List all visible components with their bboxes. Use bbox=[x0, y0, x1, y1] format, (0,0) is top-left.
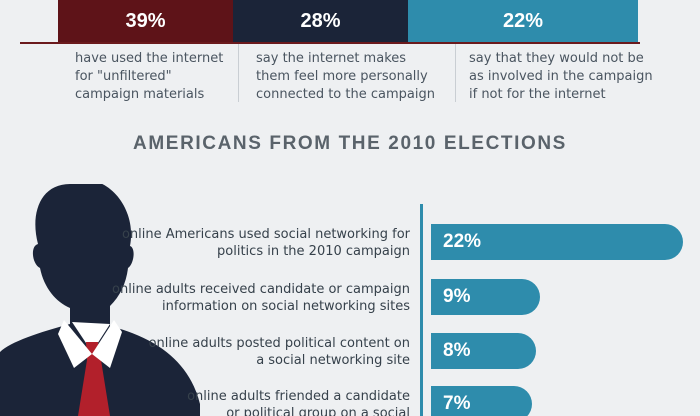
person-silhouette-icon bbox=[0, 184, 200, 416]
bar: 8% bbox=[431, 333, 536, 369]
bar: 7% bbox=[431, 386, 532, 416]
bar-row-label-line: online adults received candidate or camp… bbox=[112, 282, 410, 297]
stat-description-2: say the internet makes them feel more pe… bbox=[256, 50, 435, 104]
stat-band-1: 39% bbox=[58, 0, 233, 42]
bar-row-label-line: online adults friended a candidate bbox=[187, 389, 410, 404]
column-separator bbox=[238, 44, 239, 102]
bar-row-label-line: or political group on a social bbox=[226, 406, 410, 416]
bar: 9% bbox=[431, 279, 540, 315]
bar-row-label-line: online adults posted political content o… bbox=[148, 336, 410, 351]
stat-value-1: 39% bbox=[125, 9, 166, 32]
stat-band-2: 28% bbox=[233, 0, 408, 42]
stat-desc-1-line-3: campaign materials bbox=[75, 87, 205, 102]
bar-row-label: online adults friended a candidate or pol… bbox=[110, 388, 410, 416]
stat-desc-3-line-3: if not for the internet bbox=[469, 87, 606, 102]
stat-desc-2-line-2: them feel more personally bbox=[256, 69, 428, 84]
stat-band-3: 22% bbox=[408, 0, 638, 42]
bar-axis bbox=[420, 204, 423, 416]
bar-row-label: online adults received candidate or camp… bbox=[110, 281, 410, 315]
bar-row-label: online adults posted political content o… bbox=[110, 335, 410, 369]
stat-desc-1-line-2: for "unfiltered" bbox=[75, 69, 172, 84]
bar-row-label-line: politics in the 2010 campaign bbox=[217, 244, 410, 259]
stats-row: 39% 28% 22% bbox=[58, 0, 638, 110]
bar-value-label: 8% bbox=[443, 340, 471, 361]
section-title: AMERICANS FROM THE 2010 ELECTIONS bbox=[133, 133, 567, 154]
column-separator bbox=[455, 44, 456, 102]
stat-description-1: have used the internet for "unfiltered" … bbox=[75, 50, 223, 104]
divider-rule bbox=[20, 42, 640, 44]
bar: 22% bbox=[431, 224, 683, 260]
stat-desc-3-line-2: as involved in the campaign bbox=[469, 69, 653, 84]
stat-desc-2-line-3: connected to the campaign bbox=[256, 87, 435, 102]
stat-desc-2-line-1: say the internet makes bbox=[256, 51, 407, 66]
stat-desc-3-line-1: say that they would not be bbox=[469, 51, 644, 66]
bar-row-label: online Americans used social networking … bbox=[110, 226, 410, 260]
stat-value-3: 22% bbox=[502, 9, 544, 32]
bar-value-label: 7% bbox=[443, 393, 471, 414]
bar-row-label-line: online Americans used social networking … bbox=[121, 227, 410, 242]
stat-description-3: say that they would not be as involved i… bbox=[469, 50, 653, 104]
bar-row-label-line: a social networking site bbox=[256, 353, 410, 368]
bar-value-label: 22% bbox=[443, 231, 482, 252]
bar-value-label: 9% bbox=[443, 286, 471, 307]
bar-row-label-line: information on social networking sites bbox=[162, 299, 410, 314]
stat-desc-1-line-1: have used the internet bbox=[75, 51, 224, 66]
stat-value-2: 28% bbox=[300, 9, 341, 32]
